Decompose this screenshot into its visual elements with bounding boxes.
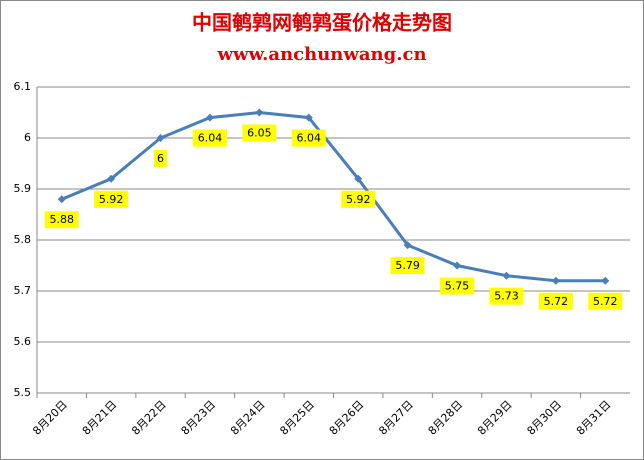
value-label: 5.72 <box>544 295 569 308</box>
y-tick-label: 5.6 <box>14 335 32 348</box>
marker <box>304 113 313 122</box>
y-tick-label: 6 <box>24 131 31 144</box>
marker <box>57 195 66 204</box>
y-tick-label: 5.9 <box>14 182 32 195</box>
value-label: 5.88 <box>49 213 74 226</box>
marker <box>453 261 462 270</box>
marker <box>205 113 214 122</box>
y-tick-label: 6.1 <box>14 80 32 93</box>
value-label-bg <box>390 257 425 275</box>
value-label-bg <box>94 190 129 208</box>
value-label: 5.72 <box>593 295 618 308</box>
value-label: 5.73 <box>494 290 519 303</box>
value-label: 5.75 <box>445 280 470 293</box>
chart-subtitle: www.anchunwang.cn <box>216 44 426 65</box>
value-label-bg <box>291 129 326 147</box>
marker <box>156 134 165 142</box>
marker <box>107 174 116 183</box>
y-tick-label: 5.5 <box>14 386 32 399</box>
marker <box>601 276 610 285</box>
value-label-bg <box>341 190 376 208</box>
value-label: 5.79 <box>395 259 420 272</box>
value-label-bg <box>489 287 524 305</box>
value-label-bg <box>44 211 79 229</box>
value-label: 5.92 <box>346 193 371 206</box>
marker <box>502 271 511 280</box>
y-tick-label: 5.8 <box>14 233 32 246</box>
value-label-bg <box>588 292 623 310</box>
chart-title: 中国鹌鹑网鹌鹑蛋价格走势图 <box>192 11 452 35</box>
value-label-bg <box>192 129 227 147</box>
value-label-bg <box>538 292 573 310</box>
value-label-bg <box>242 124 277 142</box>
marker <box>255 108 264 117</box>
line <box>61 110 606 283</box>
value-label: 6.04 <box>198 132 223 145</box>
value-label-bg <box>440 277 475 295</box>
marker <box>551 276 560 285</box>
value-label: 6.05 <box>247 127 272 140</box>
y-tick-label: 5.7 <box>14 284 32 297</box>
value-label: 6.04 <box>297 132 322 145</box>
value-label-bg <box>154 150 168 167</box>
marker <box>354 174 363 183</box>
value-label: 6 <box>157 152 164 165</box>
value-label: 5.92 <box>99 193 124 206</box>
marker <box>403 241 412 250</box>
